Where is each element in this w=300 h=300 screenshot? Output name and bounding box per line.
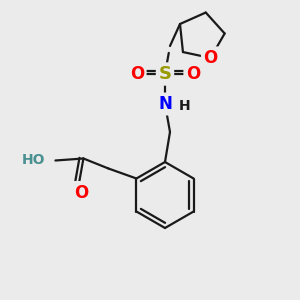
Text: O: O — [186, 65, 200, 83]
Text: S: S — [158, 65, 172, 83]
Text: H: H — [179, 99, 191, 113]
Text: O: O — [74, 184, 88, 202]
Text: N: N — [158, 95, 172, 113]
Text: O: O — [130, 65, 144, 83]
Text: O: O — [203, 49, 218, 67]
Text: HO: HO — [22, 154, 45, 167]
